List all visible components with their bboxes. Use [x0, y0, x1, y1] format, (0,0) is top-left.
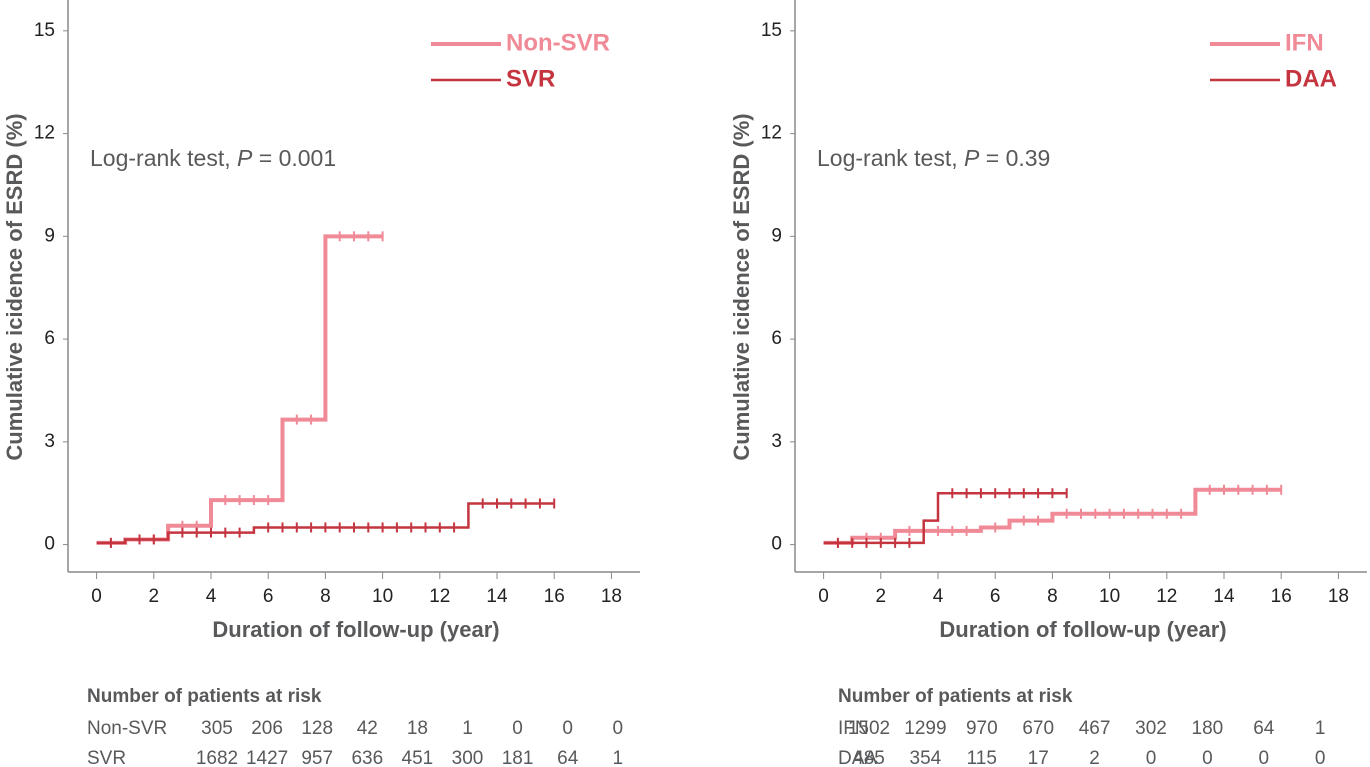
legend-label: SVR	[506, 65, 555, 92]
risk-value: 64	[1253, 718, 1275, 739]
risk-value: 0	[562, 718, 573, 739]
risk-value: 128	[301, 718, 333, 739]
x-tick-label: 12	[1156, 586, 1177, 607]
risk-value: 467	[1079, 718, 1111, 739]
risk-value: 305	[201, 718, 233, 739]
risk-value: 0	[1146, 748, 1157, 767]
risk-row-name: SVR	[87, 748, 126, 767]
risk-value: 1682	[196, 748, 238, 767]
x-tick-label: 10	[372, 586, 393, 607]
risk-value: 670	[1022, 718, 1054, 739]
risk-value: 1299	[904, 718, 946, 739]
risk-row-name: IFN	[838, 718, 869, 739]
legend-label: IFN	[1285, 29, 1324, 56]
annotation-part: P	[964, 145, 980, 171]
risk-value: 302	[1135, 718, 1167, 739]
y-tick-label: 12	[761, 123, 782, 144]
risk-value: 0	[1259, 748, 1270, 767]
legend-label: Non-SVR	[506, 29, 610, 56]
y-tick-label: 6	[44, 328, 55, 349]
risk-value: 1	[462, 718, 473, 739]
risk-table-title: Number of patients at risk	[87, 686, 322, 707]
x-tick-label: 4	[933, 586, 944, 607]
risk-value: 970	[966, 718, 998, 739]
annotation-part: = 0.39	[979, 145, 1050, 171]
x-tick-label: 0	[91, 586, 102, 607]
x-tick-label: 2	[149, 586, 160, 607]
risk-table-title: Number of patients at risk	[838, 686, 1073, 707]
x-tick-label: 16	[544, 586, 565, 607]
x-tick-label: 6	[263, 586, 274, 607]
risk-value: 42	[357, 718, 378, 739]
x-axis-title: Duration of follow-up (year)	[212, 617, 499, 642]
risk-value: 451	[402, 748, 434, 767]
y-tick-label: 3	[44, 431, 55, 452]
x-tick-label: 6	[990, 586, 1001, 607]
y-tick-label: 0	[44, 534, 55, 555]
y-axis-title: Cumulative icidence of ESRD (%)	[729, 113, 754, 460]
x-axis-title: Duration of follow-up (year)	[939, 617, 1226, 642]
x-tick-label: 4	[206, 586, 217, 607]
risk-value: 206	[251, 718, 283, 739]
x-tick-label: 14	[1213, 586, 1235, 607]
y-tick-label: 6	[771, 328, 782, 349]
x-tick-label: 8	[320, 586, 331, 607]
annotation-part: P	[237, 145, 253, 171]
risk-value: 18	[407, 718, 428, 739]
x-tick-label: 2	[876, 586, 887, 607]
legend-label: DAA	[1285, 65, 1337, 92]
risk-row-name: Non-SVR	[87, 718, 167, 739]
y-tick-label: 0	[771, 534, 782, 555]
y-tick-label: 15	[761, 20, 782, 41]
annotation-part: = 0.001	[252, 145, 336, 171]
y-tick-label: 9	[44, 225, 55, 246]
annotation-part: Log-rank test,	[817, 145, 964, 171]
risk-value: 0	[1315, 748, 1326, 767]
y-tick-label: 15	[34, 20, 55, 41]
risk-value: 636	[351, 748, 383, 767]
x-tick-label: 12	[429, 586, 450, 607]
x-tick-label: 18	[601, 586, 622, 607]
risk-value: 300	[452, 748, 484, 767]
x-tick-label: 14	[486, 586, 508, 607]
risk-value: 2	[1089, 748, 1100, 767]
risk-value: 1	[1315, 718, 1326, 739]
risk-value: 957	[301, 748, 333, 767]
step-line	[823, 491, 1067, 545]
x-tick-label: 0	[818, 586, 829, 607]
risk-value: 115	[967, 748, 997, 767]
risk-value: 0	[613, 718, 624, 739]
risk-value: 0	[512, 718, 523, 739]
x-tick-label: 8	[1047, 586, 1058, 607]
risk-value: 354	[910, 748, 942, 767]
risk-value: 17	[1028, 748, 1049, 767]
risk-value: 64	[557, 748, 579, 767]
risk-value: 1427	[246, 748, 288, 767]
y-tick-label: 12	[34, 123, 55, 144]
risk-value: 485	[853, 748, 885, 767]
y-axis-title: Cumulative icidence of ESRD (%)	[2, 113, 27, 460]
x-tick-label: 16	[1271, 586, 1292, 607]
risk-value: 1	[613, 748, 624, 767]
annotation: Log-rank test, P = 0.39	[817, 145, 1050, 171]
risk-value: 180	[1192, 718, 1224, 739]
risk-value: 181	[502, 748, 534, 767]
y-tick-label: 3	[771, 431, 782, 452]
risk-row-name: DAA	[838, 748, 877, 767]
risk-value: 1502	[848, 718, 890, 739]
y-tick-label: 9	[771, 225, 782, 246]
x-tick-label: 10	[1099, 586, 1120, 607]
x-tick-label: 18	[1328, 586, 1349, 607]
annotation-part: Log-rank test,	[90, 145, 237, 171]
risk-value: 0	[1202, 748, 1213, 767]
annotation: Log-rank test, P = 0.001	[90, 145, 336, 171]
